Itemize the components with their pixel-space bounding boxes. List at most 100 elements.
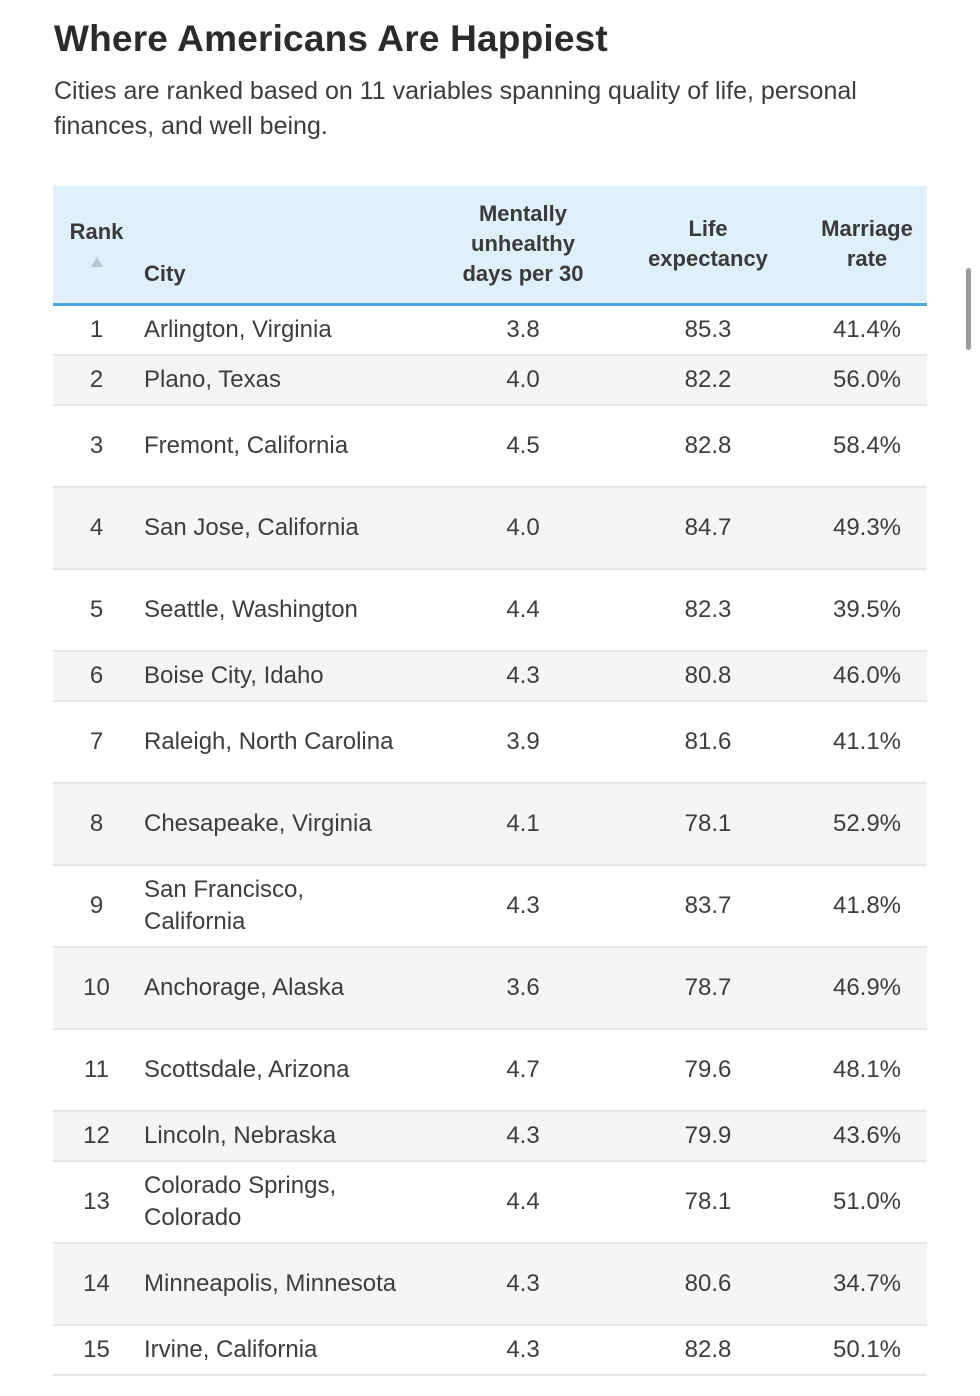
city-cell: San Jose, California [140, 486, 437, 570]
table-row: 6 Boise City, Idaho 4.3 80.8 46.0% [53, 650, 927, 702]
rank-cell: 11 [53, 1028, 140, 1112]
life-expectancy-cell: 84.7 [609, 486, 807, 570]
marriage-rate-cell: 49.3% [807, 486, 927, 570]
marriage-rate-cell: 43.6% [807, 1110, 927, 1162]
mental-days-cell: 4.3 [437, 1242, 609, 1326]
marriage-rate-cell: 56.0% [807, 354, 927, 406]
city-cell: Irvine, California [140, 1324, 437, 1376]
column-header-rank[interactable]: Rank [53, 186, 140, 306]
mental-days-cell: 4.3 [437, 1324, 609, 1376]
table-row: 15 Irvine, California 4.3 82.8 50.1% [53, 1324, 927, 1376]
rank-cell: 1 [53, 304, 140, 356]
marriage-rate-cell: 50.1% [807, 1324, 927, 1376]
rank-cell: 9 [53, 864, 140, 948]
marriage-rate-cell: 58.4% [807, 404, 927, 488]
life-expectancy-cell: 82.8 [609, 1324, 807, 1376]
marriage-rate-cell: 52.9% [807, 782, 927, 866]
mental-days-cell: 4.5 [437, 404, 609, 488]
life-expectancy-cell: 82.8 [609, 404, 807, 488]
column-header-label: Life expectancy [648, 216, 768, 272]
column-header-label: Mentally unhealthy days per 30 [462, 201, 584, 287]
rank-cell: 3 [53, 404, 140, 488]
city-cell: Raleigh, North Carolina [140, 700, 437, 784]
city-cell: Colorado Springs, Colorado [140, 1160, 437, 1244]
table-row: 14 Minneapolis, Minnesota 4.3 80.6 34.7% [53, 1242, 927, 1326]
life-expectancy-cell: 78.1 [609, 782, 807, 866]
life-expectancy-cell: 83.7 [609, 864, 807, 948]
table-row: 9 San Francisco, California 4.3 83.7 41.8% [53, 864, 927, 948]
page-title: Where Americans Are Happiest [54, 18, 608, 59]
marriage-rate-cell: 46.9% [807, 946, 927, 1030]
marriage-rate-cell: 41.1% [807, 700, 927, 784]
city-cell: San Francisco, California [140, 864, 437, 948]
life-expectancy-cell: 85.3 [609, 304, 807, 356]
page-subtitle: Cities are ranked based on 11 variables … [54, 77, 857, 140]
mental-days-cell: 4.0 [437, 486, 609, 570]
mental-days-cell: 3.6 [437, 946, 609, 1030]
table-row: 1 Arlington, Virginia 3.8 85.3 41.4% [53, 304, 927, 356]
life-expectancy-cell: 80.8 [609, 650, 807, 702]
column-header-label: City [144, 260, 186, 286]
life-expectancy-cell: 82.3 [609, 568, 807, 652]
rank-cell: 12 [53, 1110, 140, 1162]
column-header-mental[interactable]: Mentally unhealthy days per 30 [437, 186, 609, 306]
table-row: 7 Raleigh, North Carolina 3.9 81.6 41.1% [53, 700, 927, 784]
table-row: 11 Scottsdale, Arizona 4.7 79.6 48.1% [53, 1028, 927, 1112]
rank-cell: 15 [53, 1324, 140, 1376]
life-expectancy-cell: 79.9 [609, 1110, 807, 1162]
mental-days-cell: 4.3 [437, 864, 609, 948]
rank-cell: 10 [53, 946, 140, 1030]
marriage-rate-cell: 51.0% [807, 1160, 927, 1244]
table-row: 2 Plano, Texas 4.0 82.2 56.0% [53, 354, 927, 406]
rank-cell: 7 [53, 700, 140, 784]
table-body: 1 Arlington, Virginia 3.8 85.3 41.4% 2 Plano, … [53, 304, 927, 1376]
table-row: 13 Colorado Springs, Colorado 4.4 78.1 51.0% [53, 1160, 927, 1244]
table-row: 12 Lincoln, Nebraska 4.3 79.9 43.6% [53, 1110, 927, 1162]
table-row: 8 Chesapeake, Virginia 4.1 78.1 52.9% [53, 782, 927, 866]
mental-days-cell: 4.4 [437, 1160, 609, 1244]
table-row: 3 Fremont, California 4.5 82.8 58.4% [53, 404, 927, 488]
city-cell: Anchorage, Alaska [140, 946, 437, 1030]
city-cell: Arlington, Virginia [140, 304, 437, 356]
column-header-city[interactable]: City [140, 186, 437, 306]
mental-days-cell: 4.3 [437, 1110, 609, 1162]
scrollbar-thumb[interactable] [966, 268, 971, 350]
rank-cell: 8 [53, 782, 140, 866]
mental-days-cell: 4.4 [437, 568, 609, 652]
city-cell: Seattle, Washington [140, 568, 437, 652]
column-header-life[interactable]: Life expectancy [609, 186, 807, 306]
rank-cell: 2 [53, 354, 140, 406]
table-row: 10 Anchorage, Alaska 3.6 78.7 46.9% [53, 946, 927, 1030]
happiest-cities-table: Rank City Mentally unhealthy days per 30… [53, 186, 927, 1376]
mental-days-cell: 4.1 [437, 782, 609, 866]
mental-days-cell: 4.7 [437, 1028, 609, 1112]
rank-cell: 6 [53, 650, 140, 702]
life-expectancy-cell: 78.1 [609, 1160, 807, 1244]
marriage-rate-cell: 41.8% [807, 864, 927, 948]
life-expectancy-cell: 81.6 [609, 700, 807, 784]
mental-days-cell: 4.3 [437, 650, 609, 702]
mental-days-cell: 3.8 [437, 304, 609, 356]
rank-cell: 14 [53, 1242, 140, 1326]
marriage-rate-cell: 48.1% [807, 1028, 927, 1112]
marriage-rate-cell: 41.4% [807, 304, 927, 356]
city-cell: Lincoln, Nebraska [140, 1110, 437, 1162]
rank-cell: 5 [53, 568, 140, 652]
city-cell: Minneapolis, Minnesota [140, 1242, 437, 1326]
mental-days-cell: 4.0 [437, 354, 609, 406]
marriage-rate-cell: 46.0% [807, 650, 927, 702]
rank-cell: 4 [53, 486, 140, 570]
marriage-rate-cell: 34.7% [807, 1242, 927, 1326]
marriage-rate-cell: 39.5% [807, 568, 927, 652]
column-header-marriage[interactable]: Marriage rate [807, 186, 927, 306]
life-expectancy-cell: 78.7 [609, 946, 807, 1030]
city-cell: Fremont, California [140, 404, 437, 488]
life-expectancy-cell: 80.6 [609, 1242, 807, 1326]
city-cell: Boise City, Idaho [140, 650, 437, 702]
rank-cell: 13 [53, 1160, 140, 1244]
sort-ascending-icon[interactable] [90, 257, 103, 268]
table-header-row: Rank City Mentally unhealthy days per 30… [53, 186, 927, 306]
city-cell: Scottsdale, Arizona [140, 1028, 437, 1112]
column-header-label: Marriage rate [821, 216, 913, 272]
